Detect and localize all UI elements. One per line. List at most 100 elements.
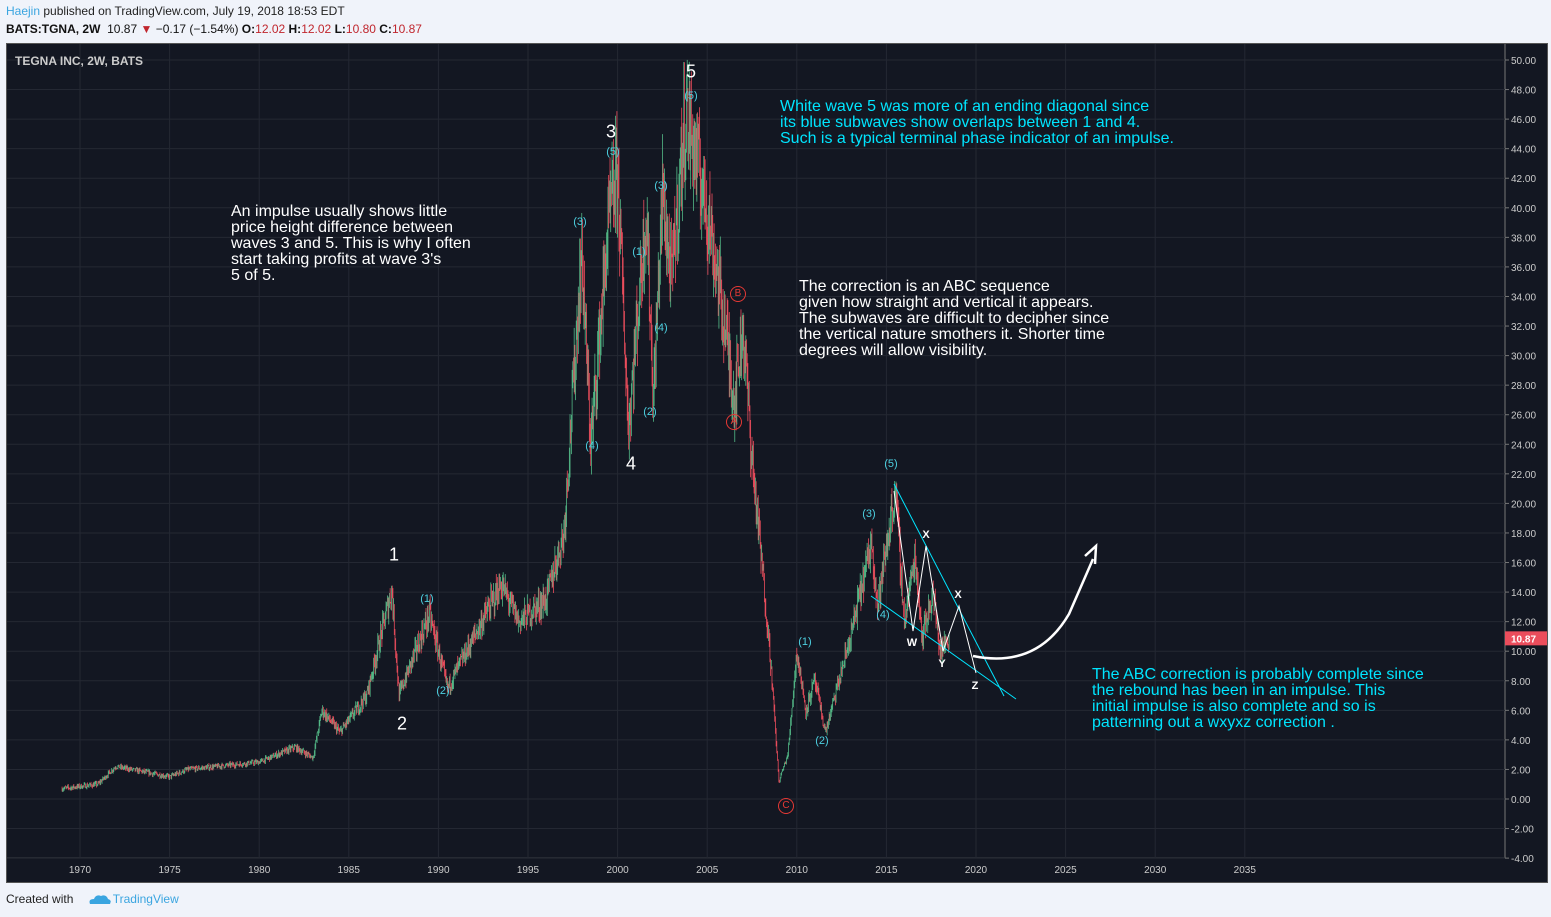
x-tick-label: 1990 <box>427 865 450 876</box>
wxyxz-path <box>893 490 977 674</box>
symbol-info: BATS:TGNA, 2W 10.87 ▼ −0.17 (−1.54%) O:1… <box>6 22 422 36</box>
subwave-5: (5) <box>884 458 898 470</box>
subwave-3: (3) <box>573 216 587 228</box>
y-tick-label: 30.00 <box>1511 352 1536 363</box>
wave-x: X <box>922 529 930 541</box>
wave-c: C <box>778 798 794 814</box>
y-tick-label: 12.00 <box>1511 618 1536 629</box>
subwave-4: (4) <box>654 322 668 334</box>
x-tick-label: 1975 <box>158 865 181 876</box>
subwave-2: (2) <box>643 406 657 418</box>
low: 10.80 <box>345 22 376 36</box>
symbol: BATS:TGNA, 2W <box>6 22 101 36</box>
wave-x2: X <box>954 589 962 601</box>
y-tick-label: 4.00 <box>1511 736 1531 747</box>
wave-5: 5 <box>685 61 697 82</box>
close: 10.87 <box>391 22 422 36</box>
x-tick-label: 2025 <box>1054 865 1077 876</box>
y-tick-label: 42.00 <box>1511 174 1536 185</box>
y-tick-label: 26.00 <box>1511 411 1536 422</box>
wave-z: Z <box>971 680 979 692</box>
price-axis <box>1505 44 1547 882</box>
down-arrow-icon: ▼ <box>140 22 153 36</box>
y-tick-label: 48.00 <box>1511 86 1536 97</box>
subwave-3: (3) <box>862 508 876 520</box>
y-tick-label: 36.00 <box>1511 263 1536 274</box>
x-tick-label: 2020 <box>965 865 988 876</box>
x-tick-label: 2005 <box>696 865 719 876</box>
y-tick-label: 44.00 <box>1511 145 1536 156</box>
note-impulse: An impulse usually shows little price he… <box>231 203 471 284</box>
publish-text: published on TradingView.com, July 19, 2… <box>43 4 345 18</box>
wave-w: W <box>906 637 918 649</box>
subwave-5: (5) <box>684 90 698 102</box>
y-tick-label: 40.00 <box>1511 204 1536 215</box>
chart-title: TEGNA INC, 2W, BATS <box>15 54 144 68</box>
y-tick-label: 32.00 <box>1511 322 1536 333</box>
y-tick-label: 18.00 <box>1511 529 1536 540</box>
note-ending-diagonal: White wave 5 was more of an ending diago… <box>780 98 1174 147</box>
publish-info: Haejin published on TradingView.com, Jul… <box>6 4 345 18</box>
subwave-3: (3) <box>654 180 668 192</box>
subwave-1: (1) <box>798 636 812 648</box>
y-tick-label: 14.00 <box>1511 588 1536 599</box>
footer: Created with TradingView <box>6 892 179 906</box>
y-tick-label: -2.00 <box>1511 825 1534 836</box>
created-with: Created with <box>6 892 74 906</box>
note-wxyxz: The ABC correction is probably complete … <box>1092 666 1424 731</box>
y-tick-label: 46.00 <box>1511 115 1536 126</box>
subwave-2: (2) <box>815 735 829 747</box>
h-label: H: <box>288 22 302 36</box>
subwave-1: (1) <box>632 246 646 258</box>
x-tick-label: 1995 <box>517 865 540 876</box>
tradingview-link[interactable]: TradingView <box>112 892 179 906</box>
trendline-lower <box>870 595 1017 700</box>
wave-b: B <box>730 286 746 302</box>
last-price-label: 10.87 <box>1511 634 1536 645</box>
y-tick-label: 2.00 <box>1511 765 1531 776</box>
o-label: O: <box>241 22 256 36</box>
l-label: L: <box>334 22 346 36</box>
x-tick-label: 2030 <box>1144 865 1167 876</box>
wave-2: 2 <box>396 713 408 734</box>
y-tick-label: 6.00 <box>1511 706 1531 717</box>
y-tick-label: 34.00 <box>1511 292 1536 303</box>
tradingview-cloud-icon <box>89 895 111 904</box>
subwave-4: (4) <box>876 609 890 621</box>
chart-area[interactable]: 50.00 48.00 46.00 44.00 42.00 40.00 38.00 36.00… <box>6 43 1548 883</box>
y-tick-label: 38.00 <box>1511 233 1536 244</box>
subwave-2: (2) <box>436 685 450 697</box>
x-tick-label: 2000 <box>606 865 629 876</box>
last-price-tag <box>1505 631 1547 646</box>
wave-4: 4 <box>625 453 637 474</box>
wave-1: 1 <box>388 544 400 565</box>
x-tick-label: 1980 <box>248 865 271 876</box>
c-label: C: <box>379 22 392 36</box>
y-tick-label: 0.00 <box>1511 795 1531 806</box>
wave-3: 3 <box>605 121 617 142</box>
high: 12.02 <box>301 22 332 36</box>
y-tick-label: -4.00 <box>1511 854 1534 865</box>
author-link[interactable]: Haejin <box>6 4 41 18</box>
y-tick-label: 24.00 <box>1511 440 1536 451</box>
wave-y: Y <box>938 658 946 670</box>
y-tick-label: 8.00 <box>1511 677 1531 688</box>
y-tick-label: 50.00 <box>1511 56 1536 67</box>
y-tick-label: 10.00 <box>1511 647 1536 658</box>
x-tick-label: 1970 <box>69 865 92 876</box>
y-tick-label: 28.00 <box>1511 381 1536 392</box>
x-tick-label: 2035 <box>1234 865 1257 876</box>
wave-a: A <box>726 414 742 430</box>
chart-canvas[interactable]: 50.0048.0046.0044.0042.0040.0038.0036.00… <box>7 44 1547 882</box>
arrow-head-icon <box>1084 543 1098 565</box>
last-price: 10.87 <box>107 22 138 36</box>
projection-arrow <box>972 558 1095 660</box>
y-tick-label: 16.00 <box>1511 559 1536 570</box>
change: −0.17 (−1.54%) <box>155 22 239 36</box>
x-tick-label: 2010 <box>786 865 809 876</box>
open: 12.02 <box>255 22 286 36</box>
trendline-upper <box>893 483 1005 697</box>
x-tick-label: 1985 <box>338 865 361 876</box>
subwave-5: (5) <box>606 146 620 158</box>
y-tick-label: 20.00 <box>1511 499 1536 510</box>
